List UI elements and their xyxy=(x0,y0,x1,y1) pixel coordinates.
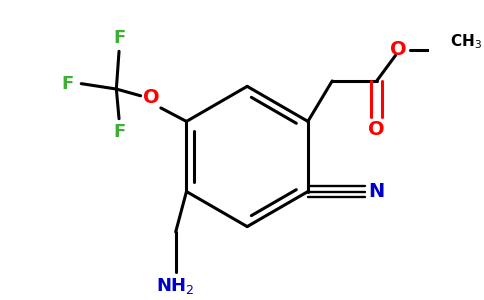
Text: F: F xyxy=(61,75,74,93)
Text: O: O xyxy=(143,88,160,106)
Text: F: F xyxy=(113,29,125,47)
Text: O: O xyxy=(390,40,407,59)
Text: NH$_2$: NH$_2$ xyxy=(156,276,195,296)
Text: O: O xyxy=(368,120,385,139)
Text: N: N xyxy=(369,182,385,201)
Text: CH$_3$: CH$_3$ xyxy=(450,32,482,51)
Text: F: F xyxy=(113,123,125,141)
